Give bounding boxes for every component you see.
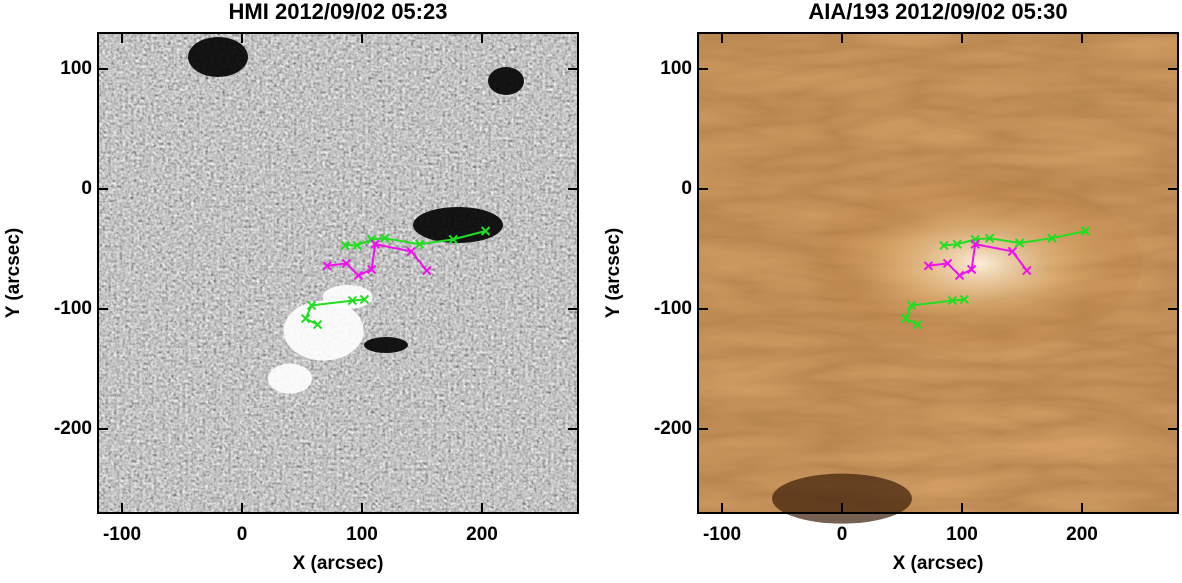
y-axis-label: Y (arcsec) — [3, 228, 24, 319]
track-point — [954, 270, 965, 281]
y-tick-label: -200 — [654, 418, 692, 439]
track-point — [353, 270, 364, 281]
x-tick-label: 100 — [346, 524, 378, 545]
flux-patch — [322, 285, 373, 309]
flux-patch — [413, 207, 503, 243]
panel: -100 0 100 200 -200 -100 0 100 AIA/193 2012/09/0… — [603, 0, 1179, 574]
x-axis-label: X (arcsec) — [893, 553, 984, 574]
y-axis-label: Y (arcsec) — [603, 228, 624, 319]
track-point — [923, 261, 934, 271]
track-point — [970, 239, 980, 249]
track-point — [340, 240, 350, 251]
track-point — [947, 295, 958, 306]
x-tick-label: 100 — [946, 524, 978, 545]
track-point — [341, 258, 352, 269]
track-point — [1022, 265, 1032, 276]
chart-title: AIA/193 2012/09/02 05:30 — [808, 0, 1067, 24]
x-tick-label: 0 — [237, 524, 248, 545]
track-point — [347, 295, 358, 306]
track-point — [422, 265, 432, 276]
track-point — [912, 319, 923, 330]
x-tick-label: 200 — [466, 524, 498, 545]
flux-patch — [488, 67, 524, 95]
plot-frame — [697, 32, 1179, 514]
track-point — [352, 240, 362, 251]
x-axis-label: X (arcsec) — [293, 553, 384, 574]
track-point — [380, 233, 390, 243]
track-point — [1007, 246, 1018, 257]
image-background — [98, 33, 578, 513]
track-point — [359, 294, 370, 305]
y-tick-label: -100 — [54, 298, 92, 319]
track-point — [1047, 233, 1057, 243]
track-point — [366, 264, 377, 275]
flux-patch — [268, 363, 312, 394]
flux-patch — [188, 37, 248, 77]
y-tick-label: -200 — [54, 418, 92, 439]
track-point — [448, 234, 458, 245]
track-point — [322, 261, 332, 271]
y-tick-label: 0 — [681, 178, 692, 199]
y-tick-label: 100 — [660, 58, 692, 79]
track-point — [900, 313, 911, 324]
track-point — [1080, 226, 1091, 236]
plot-frame — [97, 32, 579, 514]
chart-title: HMI 2012/09/02 05:23 — [229, 0, 448, 24]
flux-patch — [283, 300, 364, 361]
bright-region — [782, 173, 1142, 354]
track-point — [406, 246, 416, 257]
x-tick-label: -100 — [103, 524, 141, 545]
track-point — [312, 319, 323, 330]
y-tick-label: 0 — [81, 178, 92, 199]
y-tick-label: 100 — [60, 58, 92, 79]
track-point — [966, 264, 977, 275]
x-tick-label: 200 — [1066, 524, 1098, 545]
track-point — [952, 239, 962, 249]
dark-region — [772, 473, 912, 524]
x-tick-label: 0 — [837, 524, 848, 545]
track-point — [480, 226, 491, 236]
track-point — [370, 239, 380, 249]
track-point — [414, 239, 425, 249]
track-point — [300, 313, 311, 324]
y-tick-label: -100 — [654, 298, 692, 319]
track-point — [984, 233, 995, 243]
x-tick-label: -100 — [703, 524, 741, 545]
track-point — [306, 300, 317, 311]
flux-patch — [364, 337, 408, 353]
panel: -100 0 100 200 -200 -100 0 100 HMI 2012/09/02 05… — [3, 0, 579, 574]
track-point — [1014, 238, 1025, 248]
track-point — [959, 294, 970, 305]
track-point — [906, 300, 917, 311]
track-point — [942, 258, 953, 269]
track-point — [939, 240, 949, 251]
